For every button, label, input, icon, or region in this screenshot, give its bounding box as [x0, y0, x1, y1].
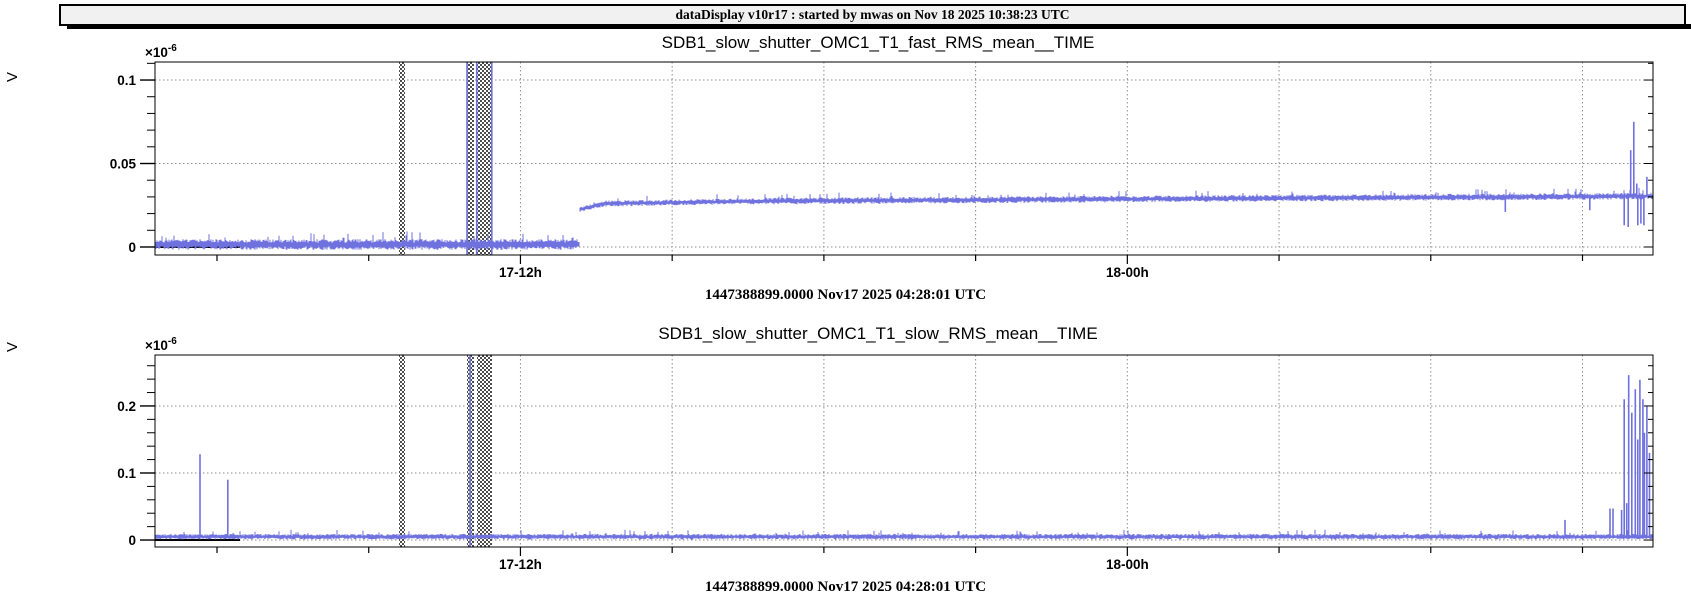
svg-text:0.1: 0.1 — [117, 73, 136, 88]
svg-text:×10-6: ×10-6 — [145, 336, 177, 353]
svg-text:0.2: 0.2 — [117, 399, 136, 414]
svg-text:18-00h: 18-00h — [1106, 265, 1149, 280]
svg-text:0.1: 0.1 — [117, 466, 136, 481]
svg-text:0: 0 — [128, 533, 136, 548]
svg-text:18-00h: 18-00h — [1106, 557, 1149, 572]
plot-title-slow-rms: SDB1_slow_shutter_OMC1_T1_slow_RMS_mean_… — [658, 324, 1098, 343]
titlebar-shadow — [67, 24, 1691, 29]
start-timestamp-fast: 1447388899.0000 Nov17 2025 04:28:01 UTC — [704, 287, 987, 303]
svg-text:×10-6: ×10-6 — [145, 43, 177, 60]
svg-text:17-12h: 17-12h — [499, 265, 542, 280]
start-timestamp-slow: 1447388899.0000 Nov17 2025 04:28:01 UTC — [704, 579, 987, 595]
plot-title-fast-rms: SDB1_slow_shutter_OMC1_T1_fast_RMS_mean_… — [661, 33, 1095, 52]
window-titlebar: dataDisplay v10r17 : started by mwas on … — [59, 4, 1686, 26]
plot-canvas-slow-rms[interactable]: 0 0.1 0.2 17-12h 18-00h ×10-6 — [0, 333, 1691, 583]
svg-text:0: 0 — [128, 240, 136, 255]
svg-text:17-12h: 17-12h — [499, 557, 542, 572]
plot-canvas-fast-rms[interactable]: 0 0.05 0.1 17-12h 18-00h ×10-6 — [0, 40, 1691, 285]
svg-text:0.05: 0.05 — [110, 157, 137, 172]
window-title: dataDisplay v10r17 : started by mwas on … — [675, 7, 1070, 22]
